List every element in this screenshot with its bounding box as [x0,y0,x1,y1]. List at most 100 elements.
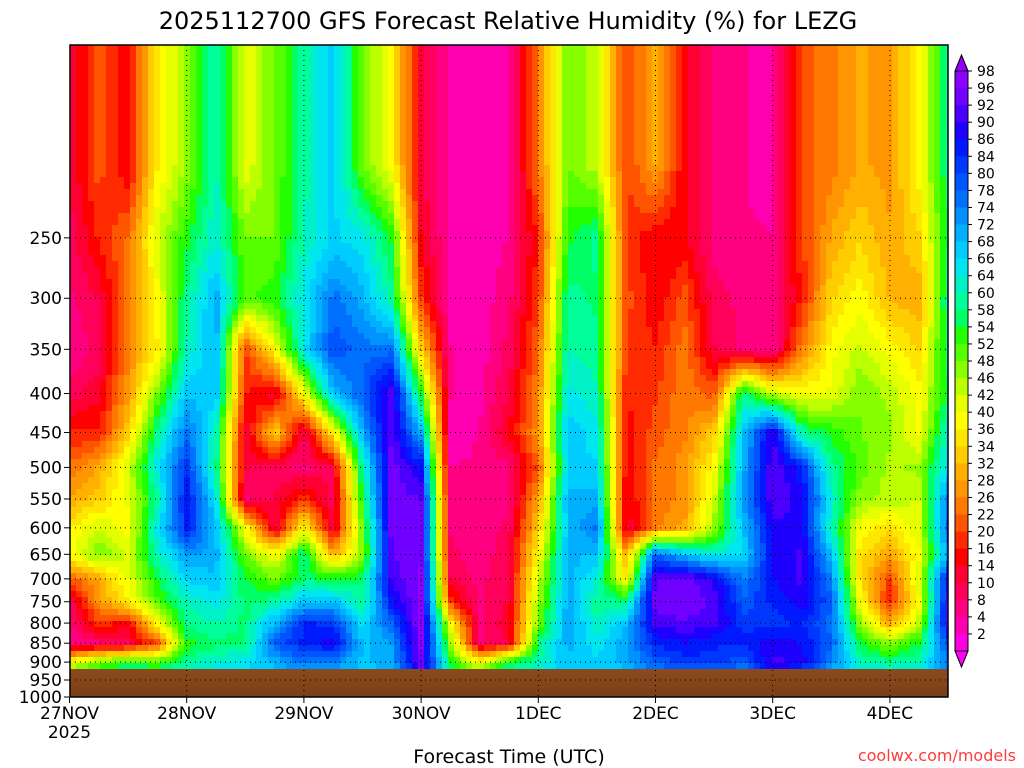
rh-cell [832,147,839,154]
rh-cell [634,93,641,100]
rh-cell [706,147,713,154]
rh-cell [826,99,833,106]
rh-cell [442,165,449,172]
rh-cell [922,45,929,52]
rh-cell [250,213,257,220]
rh-cell [580,75,587,82]
rh-cell [838,135,845,142]
rh-cell [148,81,155,88]
rh-cell [280,45,287,52]
rh-cell [760,111,767,118]
rh-cell [562,201,569,208]
rh-cell [676,123,683,130]
rh-cell [124,177,131,184]
rh-cell [910,75,917,82]
rh-cell [280,243,287,250]
rh-cell [112,201,119,208]
rh-cell [874,195,881,202]
rh-cell [658,105,665,112]
rh-cell [604,51,611,58]
rh-cell [928,69,935,76]
rh-cell [598,147,605,154]
rh-cell [88,225,95,232]
rh-cell [418,201,425,208]
rh-cell [862,69,869,76]
rh-cell [940,165,947,172]
rh-cell [682,99,689,106]
rh-cell [622,51,629,58]
rh-cell [682,171,689,178]
rh-cell [82,207,89,214]
rh-cell [256,243,263,250]
rh-cell [940,237,947,244]
rh-cell [256,213,263,220]
rh-cell [274,183,281,190]
rh-cell [412,201,419,208]
rh-cell [700,99,707,106]
rh-cell [604,195,611,202]
rh-cell [346,63,353,70]
rh-cell [184,159,191,166]
rh-cell [460,207,467,214]
rh-cell [328,87,335,94]
rh-cell [640,117,647,124]
rh-cell [886,75,893,82]
rh-cell [322,99,329,106]
rh-cell [430,135,437,142]
rh-cell [574,231,581,238]
rh-cell [766,165,773,172]
rh-cell [430,165,437,172]
rh-cell [232,63,239,70]
rh-cell [862,117,869,124]
rh-cell [850,237,857,244]
rh-cell [394,165,401,172]
rh-cell [214,147,221,154]
rh-cell [604,183,611,190]
rh-cell [724,225,731,232]
rh-cell [232,147,239,154]
rh-cell [340,69,347,76]
rh-cell [172,123,179,130]
rh-cell [418,123,425,130]
rh-cell [736,159,743,166]
rh-cell [190,237,197,244]
rh-cell [310,111,317,118]
rh-cell [106,201,113,208]
rh-cell [730,99,737,106]
rh-cell [880,69,887,76]
rh-cell [712,81,719,88]
rh-cell [172,93,179,100]
rh-cell [538,231,545,238]
rh-cell [544,219,551,226]
rh-cell [394,225,401,232]
rh-cell [856,81,863,88]
rh-cell [100,75,107,82]
rh-cell [886,111,893,118]
rh-cell [460,99,467,106]
rh-cell [862,75,869,82]
rh-cell [364,45,371,52]
rh-cell [394,75,401,82]
rh-cell [472,69,479,76]
rh-cell [208,237,215,244]
rh-cell [688,57,695,64]
rh-cell [736,207,743,214]
rh-cell [862,123,869,130]
rh-cell [766,57,773,64]
rh-cell [646,93,653,100]
rh-cell [928,195,935,202]
rh-cell [130,225,137,232]
rh-cell [232,189,239,196]
rh-cell [934,231,941,238]
rh-cell [136,213,143,220]
rh-cell [238,123,245,130]
rh-cell [724,105,731,112]
rh-cell [520,219,527,226]
rh-cell [880,147,887,154]
rh-cell [490,201,497,208]
rh-cell [244,183,251,190]
rh-cell [808,117,815,124]
rh-cell [502,243,509,250]
rh-cell [868,141,875,148]
rh-cell [892,219,899,226]
